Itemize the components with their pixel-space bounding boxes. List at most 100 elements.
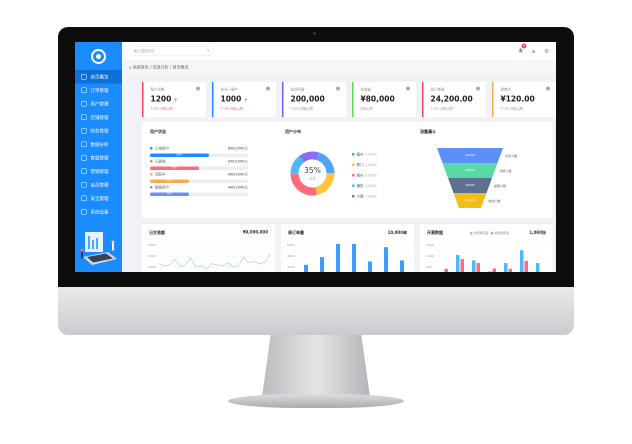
progress-bar: 40% xyxy=(150,192,248,196)
sidebar-item[interactable]: 店铺管理 xyxy=(75,111,122,125)
weekly-panel: 周订单量 10,000单 5000 4000 3000 xyxy=(281,224,414,272)
menu-icon xyxy=(81,101,87,107)
invoice-panel: 开票数据 ● 增值税专票 ● 增值税普票 1,000张 1500 1000 500 xyxy=(420,224,553,272)
logo-icon xyxy=(91,49,106,64)
progress-bar: 50% xyxy=(150,166,248,170)
menu-icon xyxy=(81,141,87,147)
y-tick: 5000 xyxy=(148,243,156,247)
search-icon: ⚲ xyxy=(206,48,210,53)
donut-center-label: 占比 xyxy=(309,176,316,181)
info-icon[interactable] xyxy=(196,86,200,91)
bar xyxy=(492,268,496,272)
funnel-stage: 20000 xyxy=(437,148,503,163)
daily-total: ¥9,000,000 xyxy=(242,230,268,235)
legend-item: 福州 10000 xyxy=(352,152,377,157)
info-icon[interactable] xyxy=(406,86,410,91)
sidebar-item[interactable]: 订单管理 xyxy=(75,84,122,98)
bar xyxy=(508,268,512,272)
info-icon[interactable] xyxy=(476,86,480,91)
menu-icon xyxy=(81,87,87,93)
user-status-title: 用户状态 xyxy=(150,129,166,135)
bar xyxy=(536,263,540,272)
weekly-title: 周订单量 xyxy=(288,230,304,236)
progress-row: 活跃中 400/1000人 40% xyxy=(150,172,248,183)
sidebar-item-label: 财务管理 xyxy=(90,129,109,134)
stat-title: 总收益 xyxy=(360,87,372,92)
sidebar-item-label: 订单管理 xyxy=(90,88,109,94)
stat-title: 账户总数 xyxy=(150,87,165,92)
funnel-stage: 10000 xyxy=(453,193,487,208)
y-tick: 500 xyxy=(426,265,432,269)
bar xyxy=(384,247,388,272)
progress-row: 已离线 500/1000人 50% xyxy=(150,159,248,170)
sidebar-item-label: 会员管理 xyxy=(90,183,109,188)
stat-title: 关注一周户 xyxy=(220,87,239,92)
bar xyxy=(320,257,324,272)
donut-slice xyxy=(290,173,317,196)
stat-card: 总访问量 200,000 ↑10% 同比上周 xyxy=(282,82,346,117)
invoice-bar-chart: 1500 1000 500 xyxy=(426,243,548,272)
stat-value: 200,000 xyxy=(290,94,325,104)
info-icon[interactable] xyxy=(336,86,340,91)
breadcrumb: ⌂ 系统首页 / 信息分析 / 首页概览 xyxy=(122,60,556,74)
bar xyxy=(460,259,464,272)
stat-title: 总访问量 xyxy=(290,87,305,92)
stat-change: ↑10% 同比上周 xyxy=(220,107,243,111)
notification-icon[interactable]: 🕭 8 xyxy=(518,43,527,54)
bar xyxy=(400,260,404,272)
sidebar-item[interactable]: 首页概览 xyxy=(75,70,122,84)
stat-card: 账户总数 1200 个 ↑10% 同比上周 xyxy=(142,82,206,117)
sidebar-item-label: 数据分析 xyxy=(90,142,109,148)
menu-icon xyxy=(81,195,87,201)
bar xyxy=(304,264,308,272)
illustration xyxy=(80,232,117,265)
menu-icon xyxy=(81,209,87,215)
sidebar-item[interactable]: 数据分析 xyxy=(75,138,122,152)
menu-icon xyxy=(81,128,87,134)
overview-panel: 用户状态 上线用户 600/1000人 60% 已离线 500/1000人 50% 活跃中 4… xyxy=(142,122,553,218)
invoice-legend: ● 增值税专票 ● 增值税普票 xyxy=(470,231,510,236)
monitor-chin xyxy=(58,287,574,335)
legend-item: 泉州 10000 xyxy=(352,173,377,178)
stat-change: ↑10% 同比上周 xyxy=(500,107,523,111)
sidebar-item[interactable]: 会员管理 xyxy=(75,178,122,192)
menu-icon xyxy=(81,114,87,120)
sidebar-item[interactable]: 客服管理 xyxy=(75,151,122,165)
sidebar-item-label: 营销管理 xyxy=(90,169,109,175)
info-icon[interactable] xyxy=(546,86,550,91)
donut-slice xyxy=(315,173,335,196)
bar xyxy=(520,250,524,272)
sidebar-item[interactable]: 财务管理 xyxy=(75,124,122,138)
y-tick: 3000 xyxy=(287,265,295,269)
lock-icon[interactable]: 🔒︎ xyxy=(532,47,536,55)
donut-slice xyxy=(316,152,335,174)
legend-item: 莆田 10000 xyxy=(352,184,377,189)
menu-icon xyxy=(81,74,87,80)
progress-bar: 40% xyxy=(150,179,248,183)
y-tick: 3000 xyxy=(148,265,156,269)
sidebar-item[interactable]: 营销管理 xyxy=(75,165,122,179)
bar xyxy=(472,260,476,272)
sidebar-item[interactable]: 系统设置 xyxy=(75,205,122,219)
stat-title: 退单价 xyxy=(500,87,512,92)
sidebar-item-label: 系统设置 xyxy=(90,210,109,215)
search-input[interactable]: 输入搜索内容 ⚲ xyxy=(129,46,214,56)
bar xyxy=(488,271,492,272)
home-icon[interactable]: ⌂ xyxy=(129,65,133,70)
sidebar-item[interactable]: 用户管理 xyxy=(75,97,122,111)
stat-card: 关注一周户 1000 个 ↑10% 同比上周 xyxy=(212,82,276,117)
sidebar: 首页概览订单管理用户管理 店铺管理财务管理数据分析客服管理营销管理会员管理安全管理… xyxy=(75,42,122,272)
stat-title: 总订单量 xyxy=(430,87,445,92)
y-tick: 4000 xyxy=(148,254,156,258)
funnel-label: 成交人数 xyxy=(488,199,501,204)
sidebar-item[interactable]: 安全管理 xyxy=(75,192,122,206)
funnel-label: 加购人数 xyxy=(494,184,507,189)
line-series xyxy=(158,253,271,270)
info-icon[interactable] xyxy=(266,86,270,91)
gear-icon[interactable]: ⚙ xyxy=(544,47,549,55)
progress-bar: 60% xyxy=(150,153,248,157)
donut-slice xyxy=(290,155,305,174)
daily-line-chart: 5000 4000 3000 xyxy=(148,243,271,270)
y-tick: 4000 xyxy=(287,254,295,258)
weekly-bar-chart: 5000 4000 3000 xyxy=(287,243,409,272)
